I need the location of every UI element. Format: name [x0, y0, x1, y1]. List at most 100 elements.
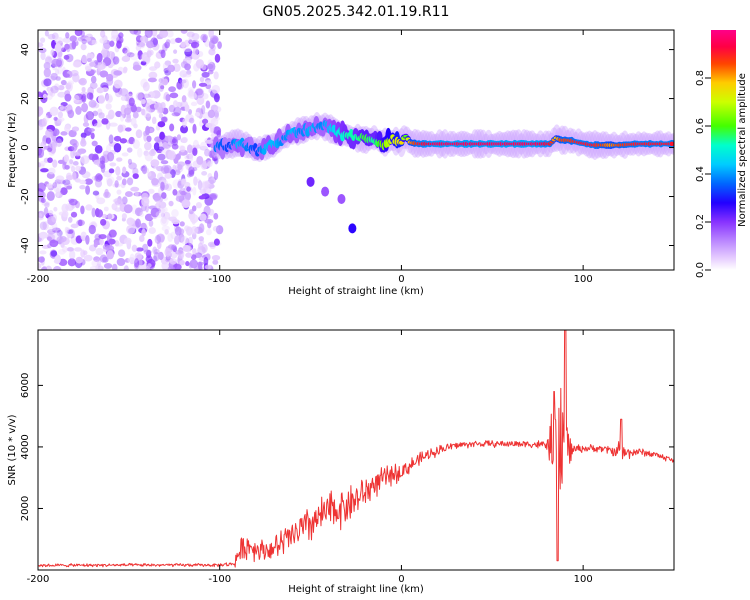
- spectrogram-noise-blob: [90, 75, 97, 84]
- spectrogram-noise-blob: [94, 145, 103, 154]
- spectrogram-noise-blob: [176, 134, 182, 141]
- spectrogram-noise-blob: [45, 128, 54, 138]
- spectrogram-noise-blob: [86, 92, 94, 100]
- spectrogram-noise-blob: [211, 156, 218, 162]
- spectrogram-noise-blob: [80, 155, 90, 165]
- spectrogram-noise-blob: [206, 228, 212, 236]
- spectrogram-noise-blob: [51, 227, 61, 233]
- spectrogram-noise-blob: [170, 231, 176, 240]
- spectrogram-noise-blob: [138, 265, 146, 270]
- spectrogram-noise-blob: [147, 263, 152, 268]
- spectrogram-noise-blob: [172, 179, 181, 189]
- spectrogram-noise-blob: [101, 118, 109, 125]
- spectrogram-noise-blob: [190, 41, 200, 49]
- spectrogram-noise-blob: [208, 48, 216, 56]
- spectrogram-noise-blob: [136, 147, 143, 158]
- snr-xlabel: Height of straight line (km): [288, 584, 424, 595]
- spectrogram-noise-blob: [214, 156, 219, 165]
- spectrogram-noise-blob: [118, 249, 126, 257]
- spectrogram-noise-blob: [151, 178, 159, 186]
- spectrogram-noise-blob: [46, 236, 52, 241]
- spectrogram-noise-blob: [67, 232, 72, 239]
- spectrogram-noise-blob: [211, 37, 218, 45]
- spectrogram-noise-blob: [153, 248, 160, 255]
- spectrogram-noise-blob: [127, 227, 136, 234]
- spectrogram-noise-blob: [137, 50, 143, 60]
- spectrogram-noise-blob: [169, 92, 179, 99]
- spectrogram-noise-blob: [115, 242, 124, 247]
- spectrogram-noise-blob: [185, 261, 190, 267]
- spectrogram-noise-blob: [154, 234, 162, 244]
- spectrogram-noise-blob: [183, 47, 192, 52]
- spectrogram-noise-blob: [88, 99, 97, 108]
- colorbar-tick-label: 0.6: [695, 118, 706, 134]
- spectrogram-noise-blob: [147, 188, 155, 194]
- spectrogram-noise-blob: [58, 258, 68, 267]
- spectrogram-noise-blob: [184, 245, 192, 253]
- spectrogram-noise-blob: [212, 225, 220, 232]
- spectrogram-noise-blob: [199, 213, 207, 222]
- spectrogram-noise-blob: [169, 258, 177, 265]
- spectrogram-noise-blob: [62, 245, 68, 253]
- spectrogram-noise-blob: [64, 93, 72, 102]
- snr-xtick-label: 0: [398, 574, 404, 585]
- spectrogram-noise-blob: [164, 135, 174, 142]
- spectrogram-noise-blob: [46, 183, 53, 189]
- spectrogram-noise-blob: [158, 113, 164, 119]
- spectrogram-noise-blob: [204, 148, 211, 157]
- spectrogram-noise-blob: [80, 231, 87, 241]
- spectrogram-noise-blob: [206, 161, 213, 168]
- spectrogram-noise-blob: [42, 221, 49, 231]
- spectrogram-noise-blob: [113, 70, 123, 76]
- spectrogram-noise-blob: [105, 176, 115, 185]
- spectrogram-noise-blob: [121, 213, 127, 220]
- spectrogram-noise-blob: [81, 38, 87, 45]
- spectrogram-noise-blob: [111, 263, 118, 270]
- spectrogram-noise-blob: [205, 100, 211, 109]
- spectrogram-noise-blob: [146, 41, 155, 49]
- spectrogram-noise-blob: [150, 207, 160, 218]
- spectrogram-noise-blob: [113, 79, 123, 89]
- spectrogram-noise-blob: [114, 200, 124, 206]
- spectrogram-noise-blob: [90, 39, 98, 45]
- spectrogram-noise-blob: [211, 254, 221, 261]
- spectrogram-xlabel: Height of straight line (km): [288, 286, 424, 297]
- spectrogram-noise-blob: [66, 185, 73, 190]
- spectrogram-noise-blob: [113, 135, 122, 142]
- spectrogram-noise-blob: [57, 235, 67, 243]
- spectrogram-noise-blob: [69, 35, 77, 42]
- spectrogram-noise-blob: [160, 212, 166, 218]
- spectrogram-noise-blob: [95, 263, 103, 270]
- spectrogram-noise-blob: [45, 54, 52, 63]
- spectrogram-noise-blob: [191, 248, 197, 254]
- spectrogram-noise-blob: [108, 168, 115, 174]
- spectrogram-noise-blob: [96, 209, 103, 218]
- spectrogram-noise-blob: [143, 249, 152, 255]
- spectrogram-noise-blob: [75, 256, 83, 264]
- spectrogram-noise-blob: [173, 106, 182, 117]
- spectrogram-noise-blob: [153, 251, 160, 262]
- spectrogram-noise-blob: [38, 182, 46, 193]
- spectrogram-noise-blob: [189, 259, 199, 269]
- spectrogram-noise-blob: [206, 63, 214, 70]
- spectrogram-noise-blob: [67, 216, 73, 223]
- spectrogram-noise-blob: [184, 159, 192, 165]
- spectrogram-noise-blob: [212, 259, 219, 265]
- spectrogram-noise-blob: [116, 175, 123, 181]
- spectrogram-noise-blob: [156, 200, 162, 206]
- snr-frame: [37, 329, 675, 571]
- spectrogram-noise-blob: [38, 262, 42, 269]
- spectrogram-xtick-label: 100: [574, 274, 593, 285]
- spectrogram-noise-blob: [140, 60, 147, 66]
- spectrogram-noise-blob: [52, 159, 58, 168]
- spectrogram-noise-blob: [190, 254, 197, 260]
- spectrogram-noise-blob: [211, 84, 221, 94]
- spectrogram-noise-blob: [214, 53, 221, 63]
- spectrogram-noise-blob: [50, 49, 55, 56]
- spectrogram-noise-blob: [164, 60, 172, 66]
- spectrogram-noise-blob: [80, 139, 87, 147]
- spectrogram-noise-blob: [98, 234, 107, 240]
- spectrogram-noise-blob: [47, 167, 56, 175]
- spectrogram-noise-blob: [164, 172, 172, 179]
- spectrogram-noise-blob: [135, 44, 142, 52]
